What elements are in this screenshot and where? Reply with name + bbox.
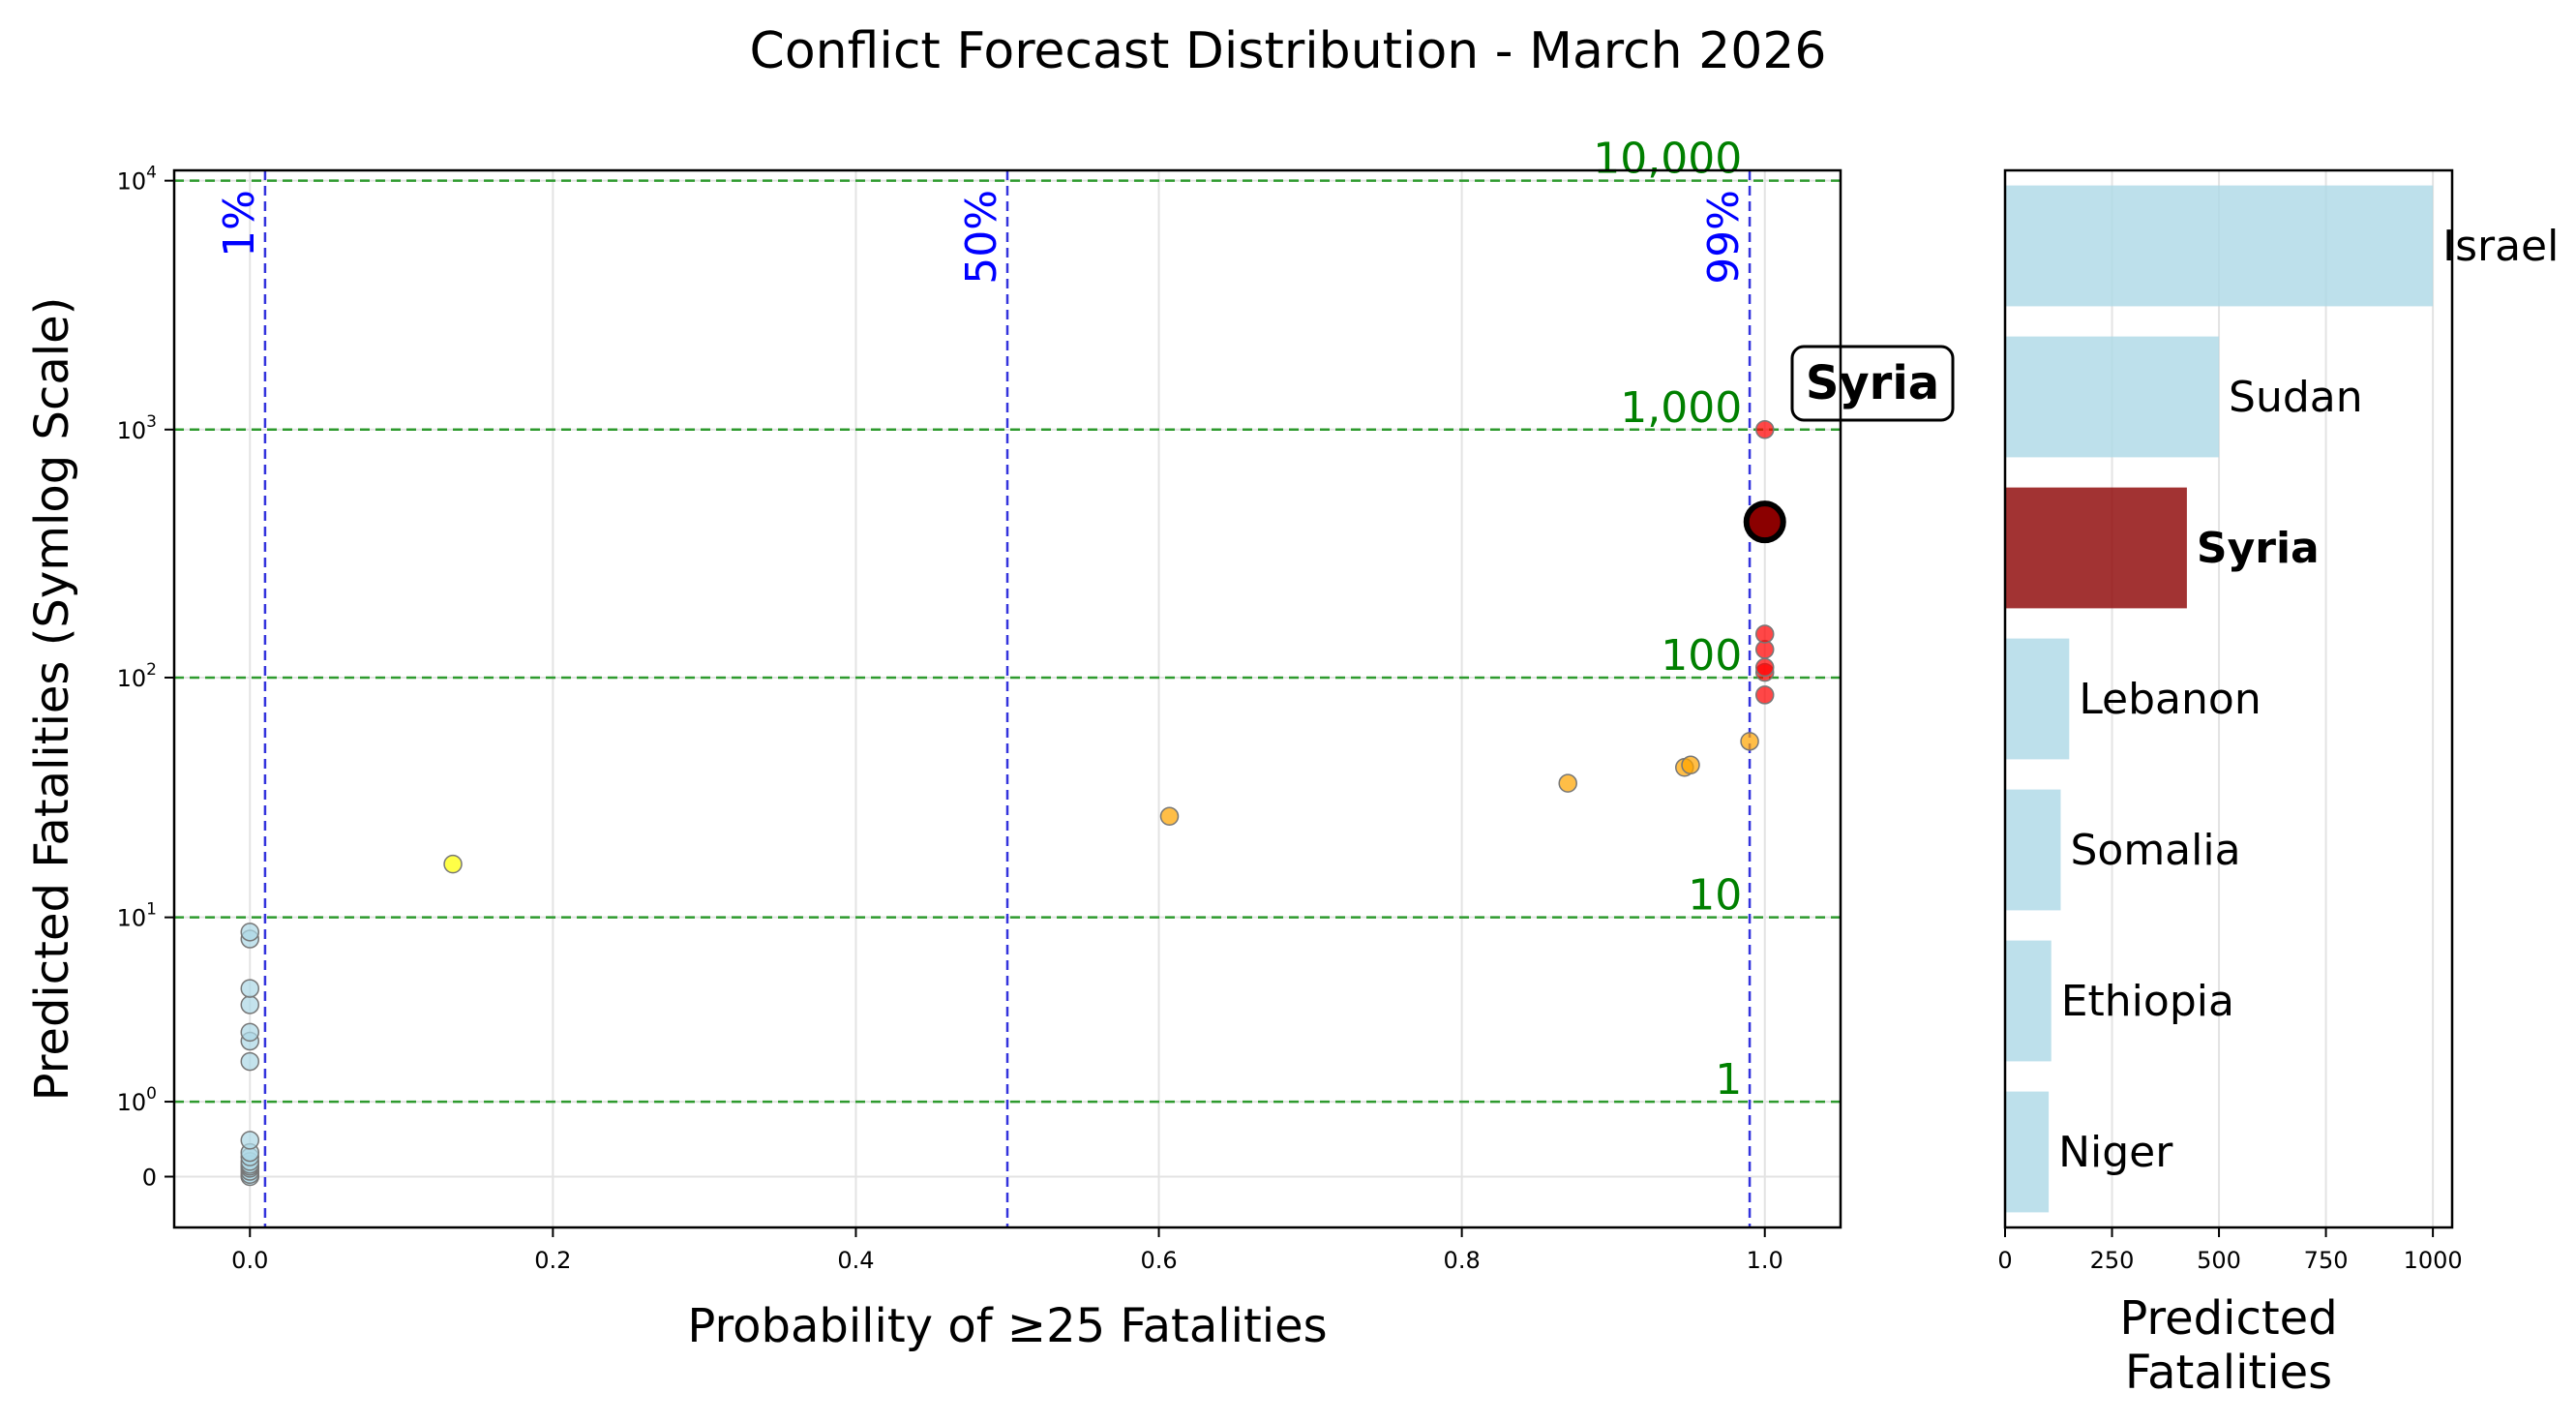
y-tick-label: 101 bbox=[117, 900, 157, 932]
bar-label: Somalia bbox=[2070, 826, 2240, 875]
highlight-label: Syria bbox=[1806, 356, 1939, 410]
bar-label: Ethiopia bbox=[2061, 977, 2234, 1026]
reference-hline-label: 10 bbox=[1688, 871, 1742, 921]
bar bbox=[2005, 336, 2220, 458]
data-point bbox=[443, 854, 463, 874]
bar bbox=[2005, 638, 2070, 760]
data-point bbox=[240, 1022, 260, 1043]
y-tick-label: 0 bbox=[142, 1164, 157, 1191]
reference-hline-label: 100 bbox=[1661, 631, 1742, 681]
chart-title: Conflict Forecast Distribution - March 2… bbox=[750, 22, 1827, 80]
data-point bbox=[1754, 624, 1775, 644]
bars bbox=[2005, 185, 2434, 1213]
y-tick-label: 102 bbox=[117, 660, 157, 692]
bar-label: Israel bbox=[2442, 222, 2559, 271]
bar-x-tick-label: 1000 bbox=[2404, 1247, 2463, 1274]
data-point bbox=[1754, 685, 1775, 705]
bar-label: Syria bbox=[2197, 524, 2320, 573]
x-tick-label: 1.0 bbox=[1747, 1247, 1783, 1274]
reference-hline-label: 1,000 bbox=[1620, 383, 1742, 433]
y-tick-label: 103 bbox=[117, 412, 157, 444]
data-point bbox=[1754, 657, 1775, 678]
highlight-point bbox=[1743, 500, 1786, 544]
x-tick-label: 0.8 bbox=[1444, 1247, 1481, 1274]
data-point bbox=[240, 979, 260, 998]
y-tick-label: 100 bbox=[117, 1084, 157, 1116]
bar-label: Lebanon bbox=[2079, 675, 2261, 724]
highlight-group: Syria bbox=[1743, 345, 1955, 544]
scatter-y-ticks: 0 100 101 102 103 104 bbox=[117, 164, 174, 1191]
bar-x-tick-label: 0 bbox=[1997, 1247, 2012, 1274]
bar-x-axis-label: Predicted Fatalities bbox=[2119, 1291, 2337, 1400]
x-tick-label: 0.0 bbox=[231, 1247, 268, 1274]
scatter-y-axis-label: Predicted Fatalities (Symlog Scale) bbox=[25, 297, 79, 1102]
x-tick-label: 0.6 bbox=[1140, 1247, 1177, 1274]
bar bbox=[2005, 789, 2061, 911]
reference-vlines: 1% 50% 99% bbox=[215, 170, 1752, 1227]
scatter-points bbox=[240, 420, 1775, 1187]
bar-panel: Israel Sudan Syria Lebanon Somalia Ethiopia Ni… bbox=[1997, 168, 2559, 1400]
data-point bbox=[240, 1131, 260, 1150]
bar-label: Niger bbox=[2058, 1128, 2173, 1177]
reference-hline-label: 10,000 bbox=[1593, 135, 1742, 184]
data-point bbox=[1681, 755, 1700, 775]
scatter-x-axis-label: Probability of ≥25 Fatalities bbox=[687, 1299, 1327, 1353]
data-point bbox=[1159, 806, 1180, 827]
data-point bbox=[1754, 420, 1775, 439]
data-point bbox=[240, 995, 260, 1014]
scatter-plot-frame bbox=[172, 168, 1842, 1229]
bar bbox=[2005, 487, 2187, 609]
reference-hline-label: 1 bbox=[1715, 1055, 1742, 1105]
reference-vline-label: 1% bbox=[215, 190, 264, 257]
bar bbox=[2005, 1091, 2050, 1213]
scatter-grid bbox=[174, 170, 1841, 1227]
bar-x-ticks: 0 250 500 750 1000 bbox=[1997, 1227, 2463, 1274]
bar-label: Sudan bbox=[2229, 373, 2363, 422]
bar-plot-frame bbox=[2003, 168, 2454, 1229]
y-tick-label: 104 bbox=[117, 164, 157, 196]
bar-x-tick-label: 500 bbox=[2197, 1247, 2241, 1274]
bar-x-tick-label: 250 bbox=[2090, 1247, 2135, 1274]
x-tick-label: 0.2 bbox=[534, 1247, 571, 1274]
reference-vline-label: 99% bbox=[1699, 190, 1749, 285]
data-point bbox=[1740, 732, 1759, 751]
highlight-label-box bbox=[1790, 345, 1955, 422]
reference-hlines: 1 10 100 1,000 10,000 bbox=[174, 135, 1841, 1105]
bar bbox=[2005, 185, 2434, 307]
bar bbox=[2005, 940, 2052, 1062]
data-point bbox=[1558, 773, 1577, 793]
scatter-x-ticks: 0.0 0.2 0.4 0.6 0.8 1.0 bbox=[231, 1227, 1783, 1274]
x-tick-label: 0.4 bbox=[837, 1247, 874, 1274]
bar-x-tick-label: 750 bbox=[2304, 1247, 2349, 1274]
data-point bbox=[240, 923, 260, 942]
data-point bbox=[240, 1051, 260, 1072]
bar-labels: Israel Sudan Syria Lebanon Somalia Ethiopia Ni… bbox=[2058, 222, 2559, 1177]
reference-vline-label: 50% bbox=[957, 190, 1006, 285]
